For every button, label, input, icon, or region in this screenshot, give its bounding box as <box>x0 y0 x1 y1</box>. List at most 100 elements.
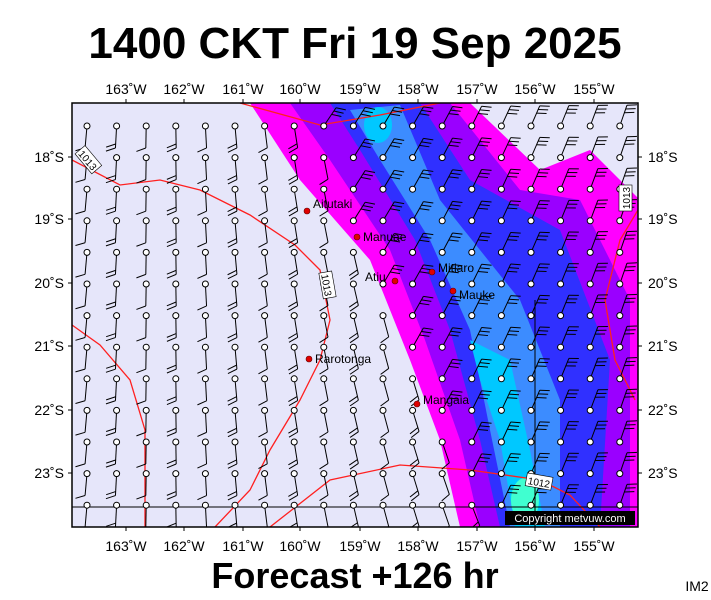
barb-staff <box>264 189 268 212</box>
station <box>320 154 328 162</box>
station <box>83 375 91 383</box>
barb-feather <box>258 305 268 312</box>
barb-staff <box>84 252 88 275</box>
barb-staff <box>84 505 88 527</box>
station <box>320 122 328 130</box>
station <box>409 280 417 288</box>
barb-feather <box>258 336 268 343</box>
label-box <box>618 184 633 212</box>
station <box>409 312 417 320</box>
barb-feather <box>348 269 358 276</box>
place-marker <box>428 268 436 276</box>
barb-feather <box>481 105 492 108</box>
station <box>290 217 298 225</box>
isobar <box>269 464 601 527</box>
station <box>113 343 121 351</box>
barb-feather <box>510 137 521 139</box>
station <box>497 185 505 193</box>
station <box>290 406 298 414</box>
barb-feather <box>166 431 177 437</box>
station <box>557 122 565 130</box>
place-label: Mitiaro <box>438 261 474 275</box>
station <box>201 312 209 320</box>
station <box>113 375 121 383</box>
station <box>586 280 594 288</box>
barb-feather <box>472 521 479 527</box>
station <box>113 501 121 509</box>
station <box>290 185 298 193</box>
station <box>349 248 357 256</box>
barb-feather <box>136 495 146 500</box>
copyright: Copyright metvuw.com <box>514 513 625 525</box>
station <box>586 154 594 162</box>
barb-feather <box>227 400 238 406</box>
station <box>409 406 417 414</box>
barb-feather <box>136 337 146 342</box>
barb-feather <box>258 147 268 154</box>
station <box>468 343 476 351</box>
barb-feather <box>75 337 86 341</box>
place-marker <box>413 400 421 408</box>
barb-feather <box>507 428 518 431</box>
barb-feather <box>507 397 518 399</box>
title: 1400 CKT Fri 19 Sep 2025 <box>88 19 621 68</box>
barb-feather <box>481 263 492 266</box>
barb-feather <box>481 453 492 456</box>
barb-feather <box>319 336 329 343</box>
lat-label: 23˚S <box>648 465 678 481</box>
station <box>409 501 417 509</box>
barb-feather <box>288 273 298 280</box>
lon-label: 161˚W <box>222 81 264 97</box>
barb-feather <box>105 179 116 184</box>
station <box>83 470 91 478</box>
barb-feather <box>75 495 86 499</box>
lon-label: 159˚W <box>339 81 381 97</box>
barb-feather <box>106 396 116 401</box>
map: 1013 1013 1012 1013 AitutakiManuaeMitiar… <box>72 103 638 527</box>
barb-feather <box>477 144 489 147</box>
barb-feather <box>510 326 521 329</box>
barb-feather <box>448 176 459 179</box>
barb-feather <box>166 368 177 374</box>
barb-feather <box>360 113 371 117</box>
station <box>349 280 357 288</box>
barb-staff <box>323 505 329 527</box>
station <box>83 438 91 446</box>
barb-staff <box>382 473 390 495</box>
barb-staff <box>441 441 450 463</box>
barb-feather <box>380 399 389 407</box>
barb-feather <box>166 210 177 216</box>
barb-feather <box>392 268 403 271</box>
station <box>320 470 328 478</box>
barb-feather <box>166 301 177 307</box>
barb-feather <box>288 494 298 501</box>
barb-feather <box>507 270 518 273</box>
barb-feather <box>349 463 359 470</box>
barb-feather <box>419 176 430 179</box>
station <box>201 185 209 193</box>
station <box>83 406 91 414</box>
station <box>231 470 239 478</box>
station <box>616 122 624 130</box>
lon-label: 158˚W <box>397 81 439 97</box>
station <box>379 122 387 130</box>
barb-feather <box>258 178 268 185</box>
station <box>379 470 387 478</box>
barb-feather <box>423 232 434 236</box>
lat-label: 23˚S <box>34 465 64 481</box>
barb-feather <box>508 425 519 427</box>
station <box>349 470 357 478</box>
barb-feather <box>348 332 358 340</box>
barb-staff <box>264 315 268 338</box>
barb-feather <box>479 456 490 459</box>
place-label: Mangaia <box>423 393 469 407</box>
barb-staff <box>441 473 450 495</box>
barb-staff <box>382 315 390 337</box>
lat-label: 20˚S <box>34 275 64 291</box>
barb-feather <box>227 337 238 343</box>
barb-feather <box>360 176 371 180</box>
barb-feather <box>349 305 359 312</box>
barb-feather <box>510 358 521 360</box>
station <box>409 122 417 130</box>
axes: 163˚W 163˚W 162˚W 162˚W 161˚W 161˚W 160˚W 160˚W… <box>34 81 677 554</box>
